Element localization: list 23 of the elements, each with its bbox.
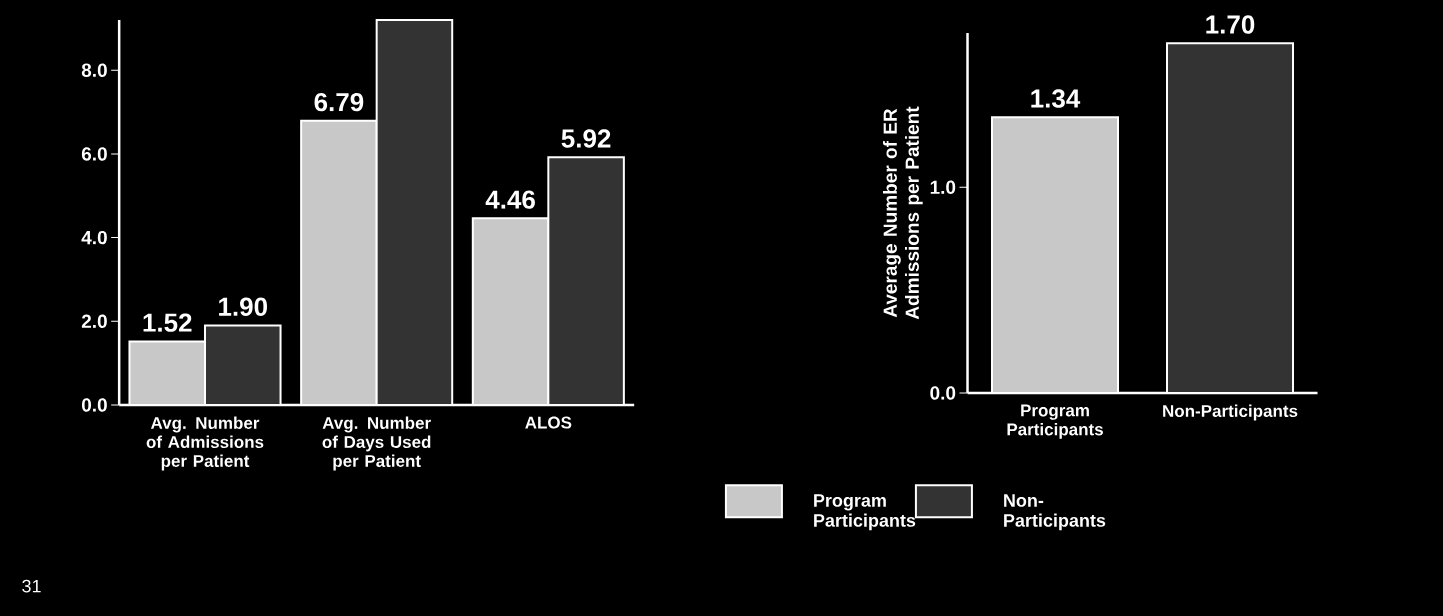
x-tick-label: Non-Participants — [1163, 404, 1298, 421]
y-tick-label: 0.0 — [930, 386, 956, 400]
data-label: 4.46 — [485, 190, 535, 209]
data-label: 1.90 — [219, 297, 267, 316]
x-tick-label: ALOS — [525, 416, 572, 429]
data-label: 6.79 — [314, 92, 364, 112]
y-tick-label: 4.0 — [81, 230, 107, 245]
y-tick-label: 6.0 — [81, 147, 107, 161]
text: 31 — [22, 579, 41, 593]
y-tick-label: 1.0 — [930, 180, 956, 195]
x-tick-label: Avg. Number of Admissions per Patient — [146, 416, 264, 471]
y-axis-title: Average Number of ER Admissions per Patient — [882, 106, 923, 320]
data-label: 1.70 — [1206, 15, 1255, 34]
y-tick-label: 8.0 — [81, 63, 107, 77]
y-tick-label: 0.0 — [81, 398, 107, 412]
data-label: 1.34 — [1031, 89, 1081, 108]
data-label: 5.92 — [561, 129, 611, 148]
legend-label: Program Participants — [814, 494, 916, 531]
data-label: 1.52 — [143, 313, 192, 332]
y-tick-label: 2.0 — [81, 314, 107, 329]
x-tick-label: Avg. Number of Days Used per Patient — [322, 416, 431, 471]
x-tick-label: Program Participants — [1007, 404, 1103, 439]
legend-label: Non-Participants — [1004, 494, 1106, 531]
